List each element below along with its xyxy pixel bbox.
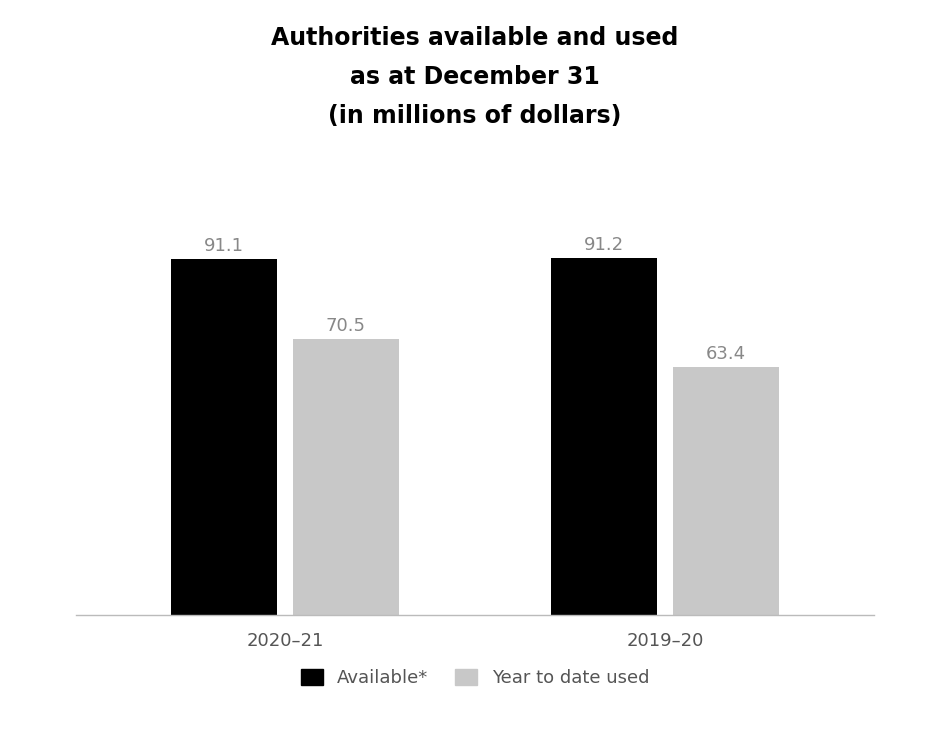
Bar	[293, 339, 399, 615]
Bar	[673, 367, 779, 615]
Text: 70.5: 70.5	[326, 317, 366, 335]
Legend: Available*, Year to date used: Available*, Year to date used	[301, 669, 649, 687]
Text: 63.4: 63.4	[706, 345, 746, 363]
Bar	[171, 259, 277, 615]
Text: 91.1: 91.1	[204, 236, 244, 254]
Text: 91.2: 91.2	[584, 236, 624, 254]
Bar	[551, 258, 657, 615]
Title: Authorities available and used
as at December 31
(in millions of dollars): Authorities available and used as at Dec…	[272, 26, 678, 128]
